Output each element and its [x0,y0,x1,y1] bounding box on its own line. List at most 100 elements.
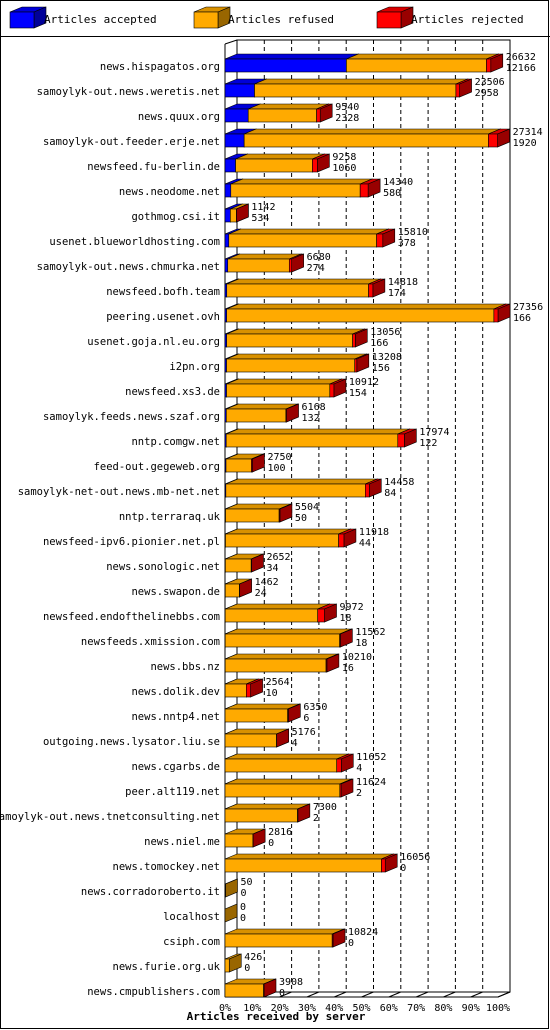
x-axis-label: Articles received by server [187,1010,366,1023]
bar-segment-rejected-front [251,458,253,473]
bar-segment-refused [247,103,329,123]
data-label-accepted: 2 [356,788,362,799]
bar-segment-refused-front [224,808,298,823]
bar-segment-rejected [317,603,337,623]
bar-segment-accepted-front [224,83,255,98]
y-category-label: usenet.blueworldhosting.com [49,236,220,248]
bar-segment-accepted [224,53,359,73]
bar-segment-refused-front [235,158,313,173]
y-category-label: peering.usenet.ovh [106,311,220,323]
bar-segment-refused-top [224,778,352,785]
bar-segment-refused-top [227,253,302,260]
data-label-total: 6680 [307,252,331,263]
data-label-total: 13208 [372,352,402,363]
bar-segment-refused [254,78,469,98]
y-category-label: nntp.terraraq.uk [119,511,221,523]
bar-segment-accepted-front [224,58,347,73]
bar-segment-rejected [352,328,368,348]
data-label-accepted: 12166 [506,63,536,74]
bar-segment-refused-top [226,378,342,385]
data-label-total: 6168 [302,402,326,413]
data-label-total: 2652 [266,552,290,563]
bar-segment-rejected-front [285,408,287,423]
bar-segment-rejected [325,653,340,673]
x-tick-mark [415,991,429,998]
data-label-total: 11562 [355,627,385,638]
bar-segment-rejected [252,828,266,848]
legend-item-refused: Articles refused [193,6,334,29]
data-label-accepted: 580 [383,188,401,199]
bar-segment-refused-front [225,533,339,548]
bar-segment-refused-front [226,308,495,323]
legend-swatch-box-0-front [9,11,35,29]
bar-segment-refused-front [226,333,353,348]
bar-segment-rejected-front [354,358,358,373]
bar-segment-refused [230,178,373,198]
bar-segment-rejected [287,703,301,723]
bar-segment-rejected [381,853,398,873]
bar-segment-refused-front [230,183,361,198]
bar-segment-rejected-front [488,133,498,148]
bar-segment-rejected [312,153,330,173]
bar-segment-refused [224,878,238,898]
bar-segment-rejected-front [287,708,289,723]
bar-segment-rejected [376,228,396,248]
bar-segment-rejected-front [397,433,405,448]
data-label-accepted: 174 [388,288,406,299]
bar-segment-rejected-front [329,383,335,398]
bar-segment-rejected-front [316,108,321,123]
legend-swatch-rejected [376,6,414,29]
data-label-accepted: 0 [268,838,274,849]
bar-segment-accepted-front [224,258,229,273]
bar-segment-rejected [368,278,386,298]
bar-segment-rejected-front [336,758,342,773]
y-category-label: newsfeed.endofthelinebbs.com [43,611,220,623]
bar-segment-refused-top [224,703,300,710]
bar-segment-refused-top [346,53,499,60]
bar-segment-refused-top [228,228,389,235]
x-tick-label: 90% [462,1003,480,1014]
data-label-total: 1142 [251,202,275,213]
data-label-total: 10912 [349,377,379,388]
y-category-label: samoylyk.feeds.news.szaf.org [43,411,220,423]
y-category-label: news.furie.org.uk [113,961,221,973]
data-label-accepted: 50 [295,513,307,524]
bar-segment-refused [346,53,499,73]
bar-segment-refused-front [226,408,287,423]
data-label-total: 7300 [313,802,337,813]
plot-area: 0% 10% 20% 30% 40% 50% 60% 70% 80% 90% 100% news.hi… [0,39,543,1014]
data-label-accepted: 2328 [335,113,359,124]
x-tick-mark [361,991,374,998]
data-label-total: 0 [240,902,246,913]
y-category-label: news.corradoroberto.it [81,886,220,898]
bar-segment-refused-front [247,108,317,123]
bar-segment-refused-front [228,233,377,248]
bar-segment-refused-front [227,258,290,273]
bar-segment-refused-front [230,208,237,223]
bar-segment-rejected-front [365,483,370,498]
bar-segment-rejected [339,628,353,648]
bar-segment-rejected-front [331,933,334,948]
y-category-label: news.neodome.net [119,186,220,198]
x-tick-label: 100% [486,1003,510,1014]
bar-segment-rejected [397,428,417,448]
data-label-accepted: 0 [279,988,285,999]
bar-segment-refused [235,153,325,173]
data-label-total: 14458 [384,477,414,488]
bar-segment-refused-top [224,853,394,860]
bar-segment-refused-front [224,758,338,773]
bar-segment-accepted-front [224,183,232,198]
data-label-total: 5504 [295,502,319,513]
bar-segment-accepted-front [224,158,236,173]
bar-segment-refused [224,753,350,773]
bar-segment-rejected [329,378,347,398]
bar-segment-refused [225,528,351,548]
data-label-accepted: 16 [342,663,354,674]
bar-segment-refused-front [224,633,340,648]
